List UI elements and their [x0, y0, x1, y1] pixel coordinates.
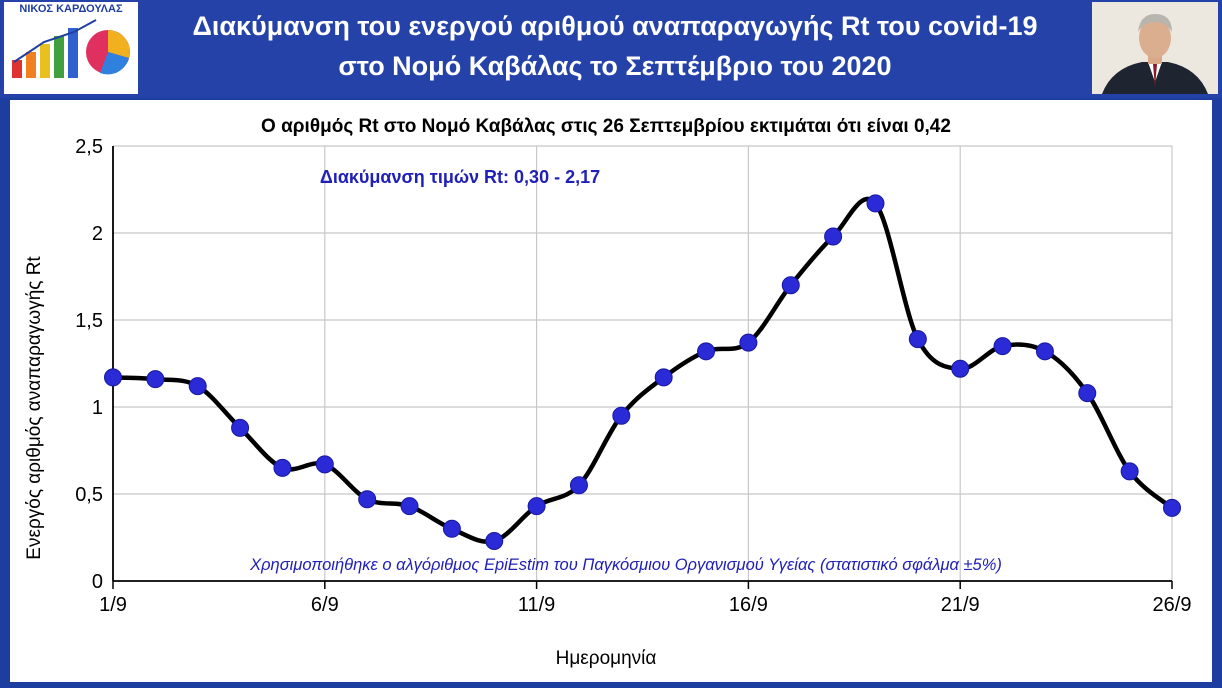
logo-name: ΝΙΚΟΣ ΚΑΡΔΟΥΛΑΣ [19, 3, 123, 15]
data-point-26-9 [1163, 498, 1181, 517]
data-point-6-9 [315, 455, 334, 474]
data-point-9-9 [442, 519, 461, 538]
data-point-18-9 [824, 227, 843, 246]
data-point-8-9 [400, 497, 419, 516]
logo-chart-icon [12, 19, 130, 78]
x-tick-label: 11/9 [518, 594, 555, 616]
data-point-20-9 [908, 330, 927, 349]
chart-grid [113, 145, 1173, 581]
data-point-17-9 [781, 276, 800, 295]
x-tick-labels: 1/9 6/9 11/9 16/9 21/9 26/9 [99, 594, 1191, 616]
data-point-2-9 [146, 370, 165, 389]
data-point-22-9 [993, 337, 1012, 356]
x-axis-label: Ημερομηνία [556, 648, 657, 669]
data-point-14-9 [654, 368, 673, 387]
x-tick-label: 21/9 [941, 594, 980, 616]
data-point-21-9 [951, 359, 970, 378]
y-tick-label: 1 [92, 397, 103, 419]
method-annotation: Χρησιμοποιήθηκε ο αλγόριθμος EpiEstim το… [249, 556, 1002, 574]
data-point-1-9 [104, 368, 122, 387]
data-point-15-9 [697, 342, 716, 361]
data-point-25-9 [1120, 462, 1139, 481]
data-point-13-9 [612, 406, 631, 425]
y-axis-label: Ενεργός αριθμός αναπαραγωγής Rt [24, 256, 45, 560]
title-line-2: στο Νομό Καβάλας το Σεπτέμβριο του 2020 [338, 51, 892, 81]
chart-axes [112, 146, 1173, 589]
data-point-24-9 [1078, 384, 1097, 403]
data-point-4-9 [231, 418, 250, 437]
data-point-10-9 [485, 531, 504, 550]
x-tick-label: 26/9 [1153, 594, 1192, 616]
y-tick-label: 1,5 [75, 310, 103, 332]
header-banner: ΝΙΚΟΣ ΚΑΡΔΟΥΛΑΣ Διακύμανση του ενεργού α… [0, 0, 1222, 98]
x-tick-label: 1/9 [99, 594, 127, 616]
chart-title: Ο αριθμός Rt στο Νομό Καβάλας στις 26 Σε… [261, 116, 951, 137]
author-photo [1092, 2, 1218, 94]
data-point-19-9 [866, 194, 885, 213]
data-point-3-9 [188, 377, 207, 396]
x-tick-label: 16/9 [729, 594, 768, 616]
title-line-1: Διακύμανση του ενεργού αριθμού αναπαραγω… [192, 11, 1038, 41]
data-point-16-9 [739, 333, 758, 352]
data-point-5-9 [273, 458, 292, 477]
range-annotation: Διακύμανση τιμών Rt: 0,30 - 2,17 [320, 167, 600, 187]
data-point-7-9 [358, 490, 377, 509]
x-tick-label: 6/9 [311, 594, 339, 616]
portrait-image [1092, 2, 1218, 94]
data-point-12-9 [569, 476, 588, 495]
series-points [104, 194, 1181, 550]
line-chart: Ο αριθμός Rt στο Νομό Καβάλας στις 26 Σε… [24, 116, 1191, 669]
page-title: Διακύμανση του ενεργού αριθμού αναπαραγω… [150, 6, 1080, 86]
data-point-23-9 [1035, 342, 1054, 361]
y-tick-label: 0,5 [75, 484, 103, 506]
y-tick-label: 2 [92, 223, 103, 245]
y-tick-label: 2,5 [75, 136, 103, 158]
data-point-11-9 [527, 497, 546, 516]
logo: ΝΙΚΟΣ ΚΑΡΔΟΥΛΑΣ [4, 2, 138, 94]
series-line [110, 196, 1175, 545]
chart-panel: Ο αριθμός Rt στο Νομό Καβάλας στις 26 Σε… [10, 100, 1212, 682]
y-tick-labels: 0 0,5 1 1,5 2 2,5 [75, 136, 103, 593]
y-tick-label: 0 [92, 571, 103, 593]
